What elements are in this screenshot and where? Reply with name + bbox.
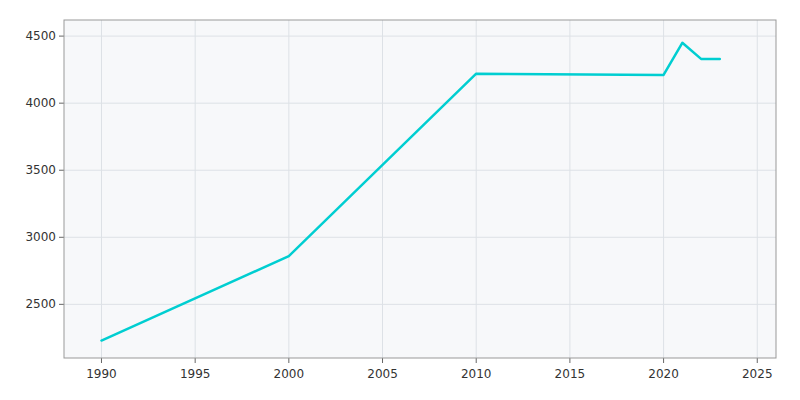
- y-grid-line: [64, 237, 776, 238]
- y-grid-line: [64, 304, 776, 305]
- x-tick: [476, 358, 477, 363]
- axes: 2500 3000 3500 4000 4500 1990 1995 2000 2005 2010…: [25, 29, 772, 381]
- x-tick-label: 2010: [461, 367, 492, 381]
- x-tick: [195, 358, 196, 363]
- line: [101, 43, 719, 341]
- x-tick-label: 2015: [555, 367, 586, 381]
- plot-area: [64, 20, 776, 358]
- x-tick: [569, 358, 570, 363]
- x-grid-line: [101, 20, 102, 358]
- x-tick-label: 2000: [274, 367, 305, 381]
- x-grid-line: [663, 20, 664, 358]
- y-tick: [59, 170, 64, 171]
- plot-frame: [64, 20, 776, 358]
- y-tick-label: 3000: [25, 230, 56, 244]
- x-grid-line: [476, 20, 477, 358]
- chart: 2500 3000 3500 4000 4500 1990 1995 2000 2005 2010…: [0, 0, 800, 400]
- x-tick: [382, 358, 383, 363]
- y-tick-label: 4500: [25, 29, 56, 43]
- y-tick-label: 2500: [25, 297, 56, 311]
- y-grid-line: [64, 103, 776, 104]
- x-grid-line: [382, 20, 383, 358]
- y-tick-label: 3500: [25, 163, 56, 177]
- x-tick: [663, 358, 664, 363]
- x-tick-label: 1995: [180, 367, 211, 381]
- y-grid-line: [64, 36, 776, 37]
- y-grid-line: [64, 170, 776, 171]
- x-grid-line: [569, 20, 570, 358]
- x-tick-label: 2025: [742, 367, 773, 381]
- x-tick: [101, 358, 102, 363]
- x-grid-line: [288, 20, 289, 358]
- data-group: [101, 43, 719, 341]
- y-tick-label: 4000: [25, 96, 56, 110]
- x-tick: [757, 358, 758, 363]
- x-tick-label: 2020: [648, 367, 679, 381]
- x-tick-label: 1990: [86, 367, 117, 381]
- x-tick: [288, 358, 289, 363]
- x-grid-line: [757, 20, 758, 358]
- grid: [64, 20, 776, 358]
- y-tick: [59, 304, 64, 305]
- y-tick: [59, 36, 64, 37]
- y-tick: [59, 237, 64, 238]
- chart-container: 2500 3000 3500 4000 4500 1990 1995 2000 2005 2010…: [0, 0, 800, 400]
- x-grid-line: [195, 20, 196, 358]
- y-tick: [59, 103, 64, 104]
- x-tick-label: 2005: [367, 367, 398, 381]
